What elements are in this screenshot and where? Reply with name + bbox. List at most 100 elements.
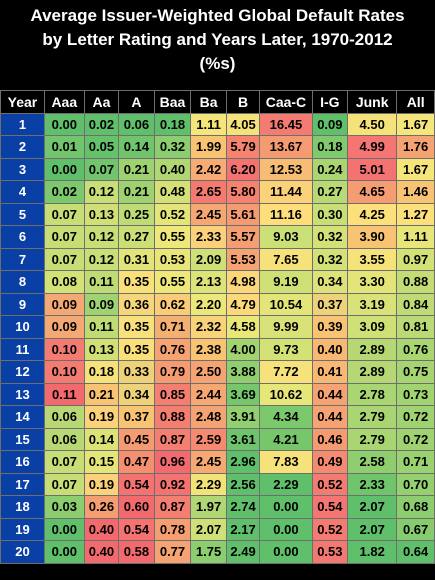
rate-cell: 0.54 xyxy=(311,495,349,519)
table-row: 8 0.08 0.11 0.35 0.55 2.13 4.98 9.19 0.34 3.30 0.8… xyxy=(0,270,435,294)
rate-cell: 2.45 xyxy=(190,450,227,474)
rate-cell: 0.40 xyxy=(83,517,120,541)
year-cell: 8 xyxy=(0,270,45,294)
rate-cell: 0.37 xyxy=(311,292,349,316)
rate-cell: 3.61 xyxy=(225,427,261,451)
header-row: Year Aaa Aa A Baa Ba B Caa-C I-G Junk All xyxy=(0,90,435,114)
rate-cell: 0.21 xyxy=(118,157,155,181)
table-title: Average Issuer-Weighted Global Default R… xyxy=(0,0,435,90)
rate-cell: 0.34 xyxy=(118,382,155,406)
rate-cell: 1.67 xyxy=(396,157,435,181)
rate-cell: 1.97 xyxy=(190,495,227,519)
column-header-aaa: Aaa xyxy=(43,90,85,114)
year-cell: 20 xyxy=(0,540,45,564)
rate-cell: 5.57 xyxy=(225,225,261,249)
rate-cell: 0.45 xyxy=(118,427,155,451)
rate-cell: 1.99 xyxy=(190,135,227,159)
rate-cell: 0.07 xyxy=(43,202,85,226)
table-row: 13 0.11 0.21 0.34 0.85 2.44 3.69 10.62 0.44 2.78 0… xyxy=(0,382,435,406)
rate-cell: 10.54 xyxy=(259,292,313,316)
rate-cell: 0.72 xyxy=(396,427,435,451)
rate-cell: 5.53 xyxy=(225,247,261,271)
rate-cell: 4.00 xyxy=(225,337,261,361)
rate-cell: 0.81 xyxy=(396,315,435,339)
table-row: 20 0.00 0.40 0.58 0.77 1.75 2.49 0.00 0.53 1.82 0.… xyxy=(0,540,435,564)
rate-cell: 0.60 xyxy=(118,495,155,519)
rate-cell: 2.33 xyxy=(190,225,227,249)
rate-cell: 0.53 xyxy=(153,247,192,271)
rate-cell: 0.87 xyxy=(153,495,192,519)
rate-cell: 0.49 xyxy=(311,450,349,474)
rate-cell: 0.53 xyxy=(311,540,349,564)
rate-cell: 0.68 xyxy=(396,495,435,519)
rate-cell: 2.38 xyxy=(190,337,227,361)
rate-cell: 4.79 xyxy=(225,292,261,316)
rate-cell: 7.72 xyxy=(259,360,313,384)
rate-cell: 0.31 xyxy=(118,247,155,271)
rate-cell: 0.00 xyxy=(259,495,313,519)
rate-cell: 0.32 xyxy=(311,225,349,249)
rate-cell: 9.19 xyxy=(259,270,313,294)
rate-cell: 3.90 xyxy=(347,225,398,249)
rate-cell: 0.19 xyxy=(83,405,120,429)
table-body: 1 0.00 0.02 0.06 0.18 1.11 4.05 16.45 0.09 4.50 1.… xyxy=(0,112,435,564)
rate-cell: 0.15 xyxy=(83,450,120,474)
rate-cell: 0.09 xyxy=(43,315,85,339)
rate-cell: 0.00 xyxy=(259,540,313,564)
rate-cell: 4.98 xyxy=(225,270,261,294)
year-cell: 9 xyxy=(0,292,45,316)
rate-cell: 0.00 xyxy=(43,112,85,136)
rate-cell: 2.07 xyxy=(347,495,398,519)
rate-cell: 0.07 xyxy=(43,225,85,249)
rate-cell: 3.55 xyxy=(347,247,398,271)
rate-cell: 11.16 xyxy=(259,202,313,226)
table-row: 19 0.00 0.40 0.54 0.78 2.07 2.17 0.00 0.52 2.07 0.… xyxy=(0,517,435,541)
title-line-2: by Letter Rating and Years Later, 1970-2… xyxy=(42,30,393,49)
rate-cell: 0.05 xyxy=(83,135,120,159)
rate-cell: 4.50 xyxy=(347,112,398,136)
rate-cell: 0.34 xyxy=(311,270,349,294)
rate-cell: 0.02 xyxy=(83,112,120,136)
table-row: 9 0.09 0.09 0.36 0.62 2.20 4.79 10.54 0.37 3.19 0.… xyxy=(0,292,435,316)
rate-cell: 2.89 xyxy=(347,360,398,384)
rate-cell: 2.29 xyxy=(190,472,227,496)
column-header-year: Year xyxy=(0,90,45,114)
rate-cell: 3.19 xyxy=(347,292,398,316)
column-header-caa-c: Caa-C xyxy=(259,90,313,114)
rate-cell: 0.10 xyxy=(43,337,85,361)
rate-cell: 2.32 xyxy=(190,315,227,339)
rate-cell: 0.07 xyxy=(43,450,85,474)
rate-cell: 1.46 xyxy=(396,180,435,204)
column-header-junk: Junk xyxy=(347,90,398,114)
rate-cell: 1.76 xyxy=(396,135,435,159)
table-row: 7 0.07 0.12 0.31 0.53 2.09 5.53 7.65 0.32 3.55 0.9… xyxy=(0,247,435,271)
rate-cell: 0.71 xyxy=(153,315,192,339)
rate-cell: 0.35 xyxy=(118,315,155,339)
rate-cell: 0.55 xyxy=(153,270,192,294)
rate-cell: 1.11 xyxy=(396,225,435,249)
rate-cell: 0.10 xyxy=(43,360,85,384)
year-cell: 16 xyxy=(0,450,45,474)
rate-cell: 2.07 xyxy=(347,517,398,541)
rate-cell: 2.33 xyxy=(347,472,398,496)
rate-cell: 5.61 xyxy=(225,202,261,226)
rate-cell: 2.09 xyxy=(190,247,227,271)
rate-cell: 0.03 xyxy=(43,495,85,519)
rate-cell: 6.20 xyxy=(225,157,261,181)
rate-cell: 0.54 xyxy=(118,517,155,541)
rate-cell: 2.45 xyxy=(190,202,227,226)
rate-cell: 0.71 xyxy=(396,450,435,474)
rate-cell: 0.18 xyxy=(83,360,120,384)
column-header-baa: Baa xyxy=(153,90,192,114)
rate-cell: 0.00 xyxy=(43,517,85,541)
year-cell: 11 xyxy=(0,337,45,361)
rate-cell: 0.54 xyxy=(118,472,155,496)
rate-cell: 0.27 xyxy=(311,180,349,204)
rate-cell: 0.00 xyxy=(259,517,313,541)
rate-cell: 3.88 xyxy=(225,360,261,384)
rate-cell: 0.44 xyxy=(311,405,349,429)
rate-cell: 0.48 xyxy=(153,180,192,204)
year-cell: 19 xyxy=(0,517,45,541)
rate-cell: 0.24 xyxy=(311,157,349,181)
rate-cell: 0.44 xyxy=(311,382,349,406)
